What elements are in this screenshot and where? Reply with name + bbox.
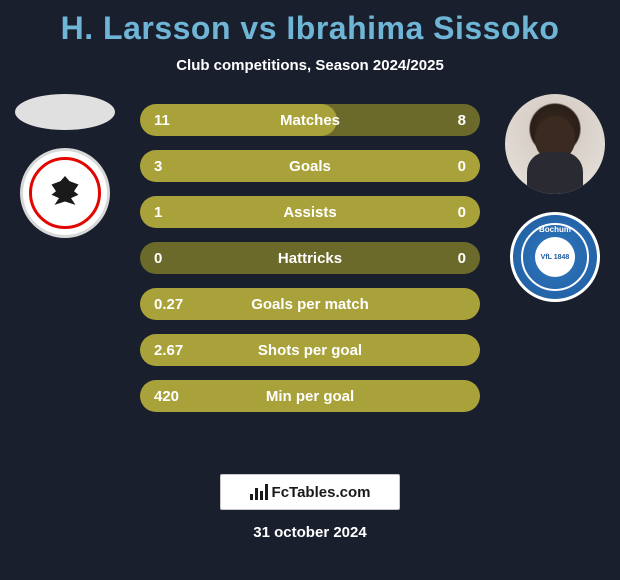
stat-row: 0 Hattricks 0 [140, 242, 480, 274]
player-right-column: Bochum VfL 1848 [500, 94, 610, 302]
stat-value-left: 11 [154, 112, 170, 129]
player-right-avatar-icon [505, 94, 605, 194]
stat-row: 3 Goals 0 [140, 150, 480, 182]
page-title: H. Larsson vs Ibrahima Sissoko [0, 0, 620, 47]
eintracht-badge-icon [20, 148, 110, 238]
stat-label: Goals [289, 158, 331, 175]
stat-value-right: 0 [458, 204, 466, 221]
stat-value-left: 2.67 [154, 342, 183, 359]
stats-list: 11 Matches 8 3 Goals 0 1 Assists 0 0 Hattricks 0 0.2… [140, 104, 480, 412]
bochum-badge-icon: Bochum VfL 1848 [510, 212, 600, 302]
date-text: 31 october 2024 [0, 524, 620, 541]
bochum-center-text: VfL 1848 [535, 237, 575, 277]
comparison-panel: Bochum VfL 1848 11 Matches 8 3 Goals 0 1 Assist… [0, 94, 620, 444]
eintracht-eagle-icon [44, 172, 86, 214]
stat-value-right: 0 [458, 250, 466, 267]
stat-label: Hattricks [278, 250, 342, 267]
stat-row: 1 Assists 0 [140, 196, 480, 228]
bar-chart-icon [250, 484, 268, 500]
stat-value-right: 8 [458, 112, 466, 129]
stat-value-left: 0 [154, 250, 162, 267]
stat-row: 11 Matches 8 [140, 104, 480, 136]
stat-label: Min per goal [266, 388, 354, 405]
stat-row: 2.67 Shots per goal [140, 334, 480, 366]
stat-value-left: 420 [154, 388, 179, 405]
page-subtitle: Club competitions, Season 2024/2025 [0, 57, 620, 74]
stat-label: Matches [280, 112, 340, 129]
player-left-avatar-placeholder-icon [15, 94, 115, 130]
stat-value-left: 3 [154, 158, 162, 175]
stat-label: Assists [283, 204, 336, 221]
stat-label: Shots per goal [258, 342, 362, 359]
stat-value-left: 0.27 [154, 296, 183, 313]
stat-value-right: 0 [458, 158, 466, 175]
player-left-column [10, 94, 120, 238]
stat-value-left: 1 [154, 204, 162, 221]
stat-row: 0.27 Goals per match [140, 288, 480, 320]
footer-brand-badge[interactable]: FcTables.com [220, 474, 400, 510]
stat-row: 420 Min per goal [140, 380, 480, 412]
bochum-text-top: Bochum [513, 225, 597, 234]
stat-label: Goals per match [251, 296, 369, 313]
footer-brand-text: FcTables.com [272, 484, 371, 501]
